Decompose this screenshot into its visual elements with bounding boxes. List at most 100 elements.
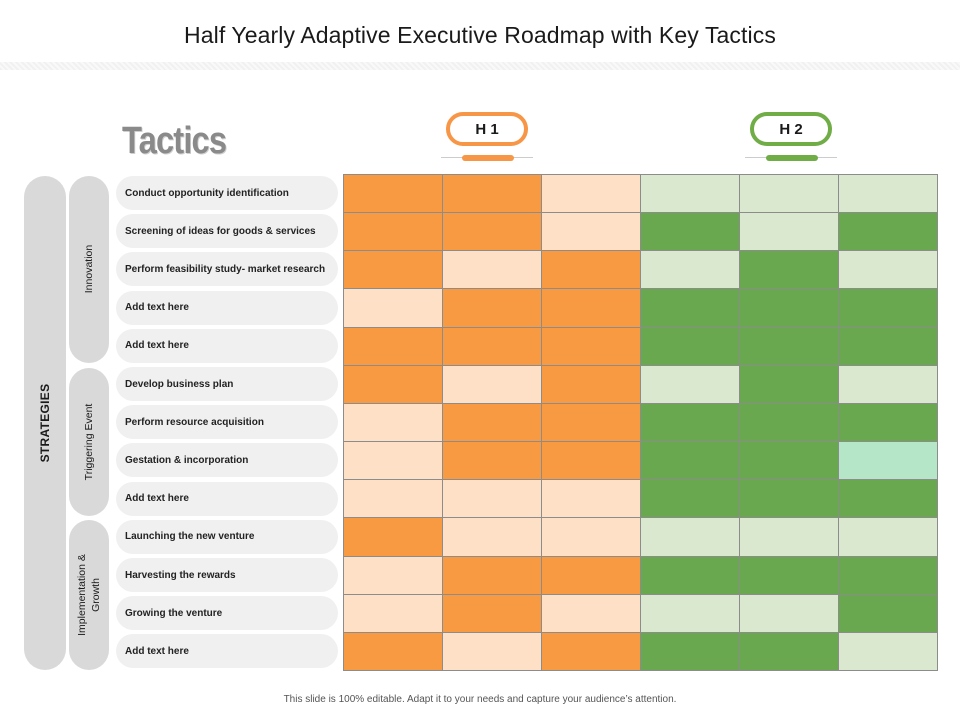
tactic-row: Add text here xyxy=(116,481,338,516)
roadmap-cell xyxy=(542,403,640,442)
roadmap-cell xyxy=(839,403,937,442)
strategies-label: STRATEGIES xyxy=(38,383,52,463)
roadmap-cell xyxy=(641,556,739,594)
roadmap-cell xyxy=(542,251,640,289)
roadmap-cell xyxy=(344,365,442,403)
roadmap-cell xyxy=(542,556,640,594)
period-h1-label: H 1 xyxy=(475,120,499,138)
roadmap-cell xyxy=(740,403,838,442)
slide-title: Half Yearly Adaptive Executive Roadmap w… xyxy=(184,22,776,48)
roadmap-cell xyxy=(641,327,739,365)
roadmap-cell xyxy=(839,327,937,365)
tactic-row: Growing the venture xyxy=(116,596,338,631)
roadmap-cell xyxy=(344,175,442,213)
roadmap-cell xyxy=(641,213,739,251)
roadmap-cell xyxy=(344,518,442,556)
roadmap-cell xyxy=(740,518,838,556)
roadmap-cell xyxy=(344,403,442,442)
roadmap-cell xyxy=(443,632,541,670)
roadmap-cell xyxy=(641,480,739,518)
roadmap-cell xyxy=(839,632,937,670)
roadmap-cell xyxy=(443,251,541,289)
roadmap-cell xyxy=(443,365,541,403)
roadmap-grid xyxy=(343,174,938,671)
tactic-row: Develop business plan xyxy=(116,367,338,401)
roadmap-cell xyxy=(641,518,739,556)
roadmap-cell xyxy=(740,175,838,213)
roadmap-cell xyxy=(542,518,640,556)
roadmap-cell xyxy=(344,556,442,594)
roadmap-cell xyxy=(443,442,541,480)
roadmap-cell xyxy=(443,327,541,365)
roadmap-cell xyxy=(740,289,838,327)
roadmap-cell xyxy=(641,251,739,289)
roadmap-cell xyxy=(443,213,541,251)
tactic-row: Perform feasibility study- market resear… xyxy=(116,252,338,287)
group-innovation-bar xyxy=(69,176,109,363)
roadmap-cell xyxy=(740,327,838,365)
roadmap-cell xyxy=(740,442,838,480)
strategies-bar xyxy=(24,176,66,670)
roadmap-cell xyxy=(542,594,640,632)
roadmap-cell xyxy=(839,289,937,327)
roadmap-cell xyxy=(839,518,937,556)
tactic-row: Launching the new venture xyxy=(116,519,338,554)
group-triggering-event-label: Triggering Event xyxy=(83,403,95,481)
roadmap-cell xyxy=(839,556,937,594)
tactic-row: Add text here xyxy=(116,290,338,325)
roadmap-cell xyxy=(344,327,442,365)
roadmap-cell xyxy=(839,442,937,480)
title-divider xyxy=(0,62,960,70)
roadmap-cell xyxy=(443,518,541,556)
roadmap-cell xyxy=(443,175,541,213)
tactic-row: Screening of ideas for goods & services xyxy=(116,214,338,249)
group-implementation-label: Implementation & Growth xyxy=(76,554,102,636)
roadmap-cell xyxy=(344,594,442,632)
roadmap-cell xyxy=(641,175,739,213)
period-h1-pill: H 1 xyxy=(446,112,528,146)
roadmap-cell xyxy=(740,365,838,403)
tactic-row: Harvesting the rewards xyxy=(116,558,338,592)
tactic-row: Gestation & incorporation xyxy=(116,443,338,478)
roadmap-cell xyxy=(443,480,541,518)
roadmap-cell xyxy=(641,403,739,442)
roadmap-cell xyxy=(740,213,838,251)
footer-note: This slide is 100% editable. Adapt it to… xyxy=(283,694,677,705)
roadmap-cell xyxy=(443,556,541,594)
tactic-row: Perform resource acquisition xyxy=(116,405,338,440)
roadmap-cell xyxy=(740,480,838,518)
roadmap-cell xyxy=(542,365,640,403)
roadmap-cell xyxy=(542,442,640,480)
period-h1-bar xyxy=(462,155,514,161)
roadmap-cell xyxy=(839,594,937,632)
roadmap-cell xyxy=(344,289,442,327)
tactics-heading: Tactics xyxy=(122,120,227,162)
roadmap-cell xyxy=(344,442,442,480)
roadmap-cell xyxy=(443,594,541,632)
roadmap-cell xyxy=(641,632,739,670)
roadmap-cell xyxy=(839,480,937,518)
group-triggering-event-bar xyxy=(69,368,109,516)
tactic-row: Add text here xyxy=(116,634,338,669)
roadmap-cell xyxy=(344,213,442,251)
roadmap-cell xyxy=(542,480,640,518)
roadmap-cell xyxy=(542,632,640,670)
roadmap-cell xyxy=(542,213,640,251)
roadmap-cell xyxy=(641,289,739,327)
tactic-row: Conduct opportunity identification xyxy=(116,176,338,210)
roadmap-cell xyxy=(344,480,442,518)
roadmap-cell xyxy=(839,365,937,403)
roadmap-cell xyxy=(839,213,937,251)
roadmap-cell xyxy=(740,632,838,670)
period-h2-label: H 2 xyxy=(779,120,803,138)
roadmap-cell xyxy=(839,175,937,213)
period-h2-bar xyxy=(766,155,818,161)
roadmap-cell xyxy=(344,251,442,289)
roadmap-cell xyxy=(542,289,640,327)
roadmap-cell xyxy=(839,251,937,289)
roadmap-cell xyxy=(443,403,541,442)
roadmap-cell xyxy=(542,327,640,365)
roadmap-cell xyxy=(344,632,442,670)
tactic-row: Add text here xyxy=(116,328,338,363)
roadmap-cell xyxy=(542,175,640,213)
